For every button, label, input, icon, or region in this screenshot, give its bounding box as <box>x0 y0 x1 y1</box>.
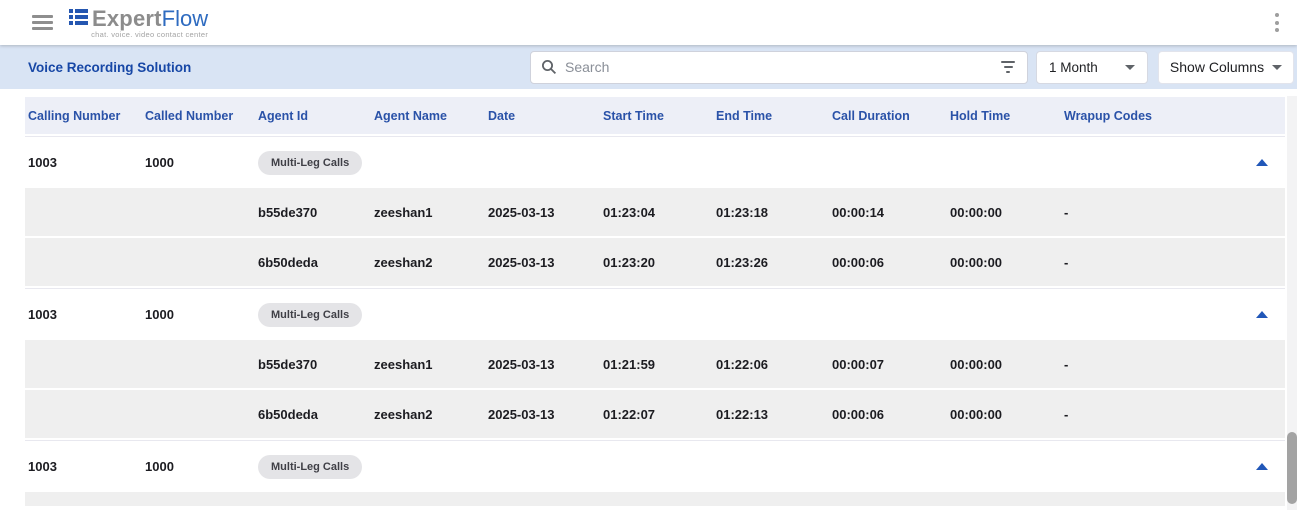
search-icon <box>541 59 557 75</box>
calling-number: 1003 <box>28 155 57 170</box>
column-header-calling-number: Calling Number <box>28 108 121 123</box>
multi-leg-calls-badge: Multi-Leg Calls <box>258 150 363 175</box>
column-header-end-time: End Time <box>716 108 773 123</box>
agent-id: 6b50deda <box>258 254 318 270</box>
multi-leg-calls-badge: Multi-Leg Calls <box>258 454 363 479</box>
app-bar: Expert Flow chat. voice. video contact ce… <box>0 0 1297 45</box>
call-group-row[interactable]: 1003 1000 Multi-Leg Calls <box>25 440 1285 492</box>
column-header-agent-name: Agent Name <box>374 108 447 123</box>
agent-name: zeeshan1 <box>374 356 433 372</box>
agent-name: zeeshan2 <box>374 254 433 270</box>
expertflow-logo: Expert Flow chat. voice. video contact ce… <box>69 6 208 39</box>
logo-text-expert: Expert <box>92 6 162 31</box>
agent-name: zeeshan2 <box>374 406 433 422</box>
agent-id: b55de370 <box>258 356 318 372</box>
search-box[interactable] <box>530 50 1028 84</box>
column-header-call-duration: Call Duration <box>832 108 910 123</box>
calling-number: 1003 <box>28 459 57 474</box>
logo-tagline: chat. voice. video contact center <box>91 30 209 39</box>
date: 2025-03-13 <box>488 356 555 372</box>
column-header-hold-time: Hold Time <box>950 108 1011 123</box>
called-number: 1000 <box>145 307 174 322</box>
hamburger-menu-icon[interactable] <box>32 12 53 34</box>
logo-grid-icon <box>69 9 88 31</box>
date: 2025-03-13 <box>488 406 555 422</box>
show-columns-label: Show Columns <box>1169 59 1265 75</box>
agent-id: 6b50deda <box>258 406 318 422</box>
agent-id: b55de370 <box>258 204 318 220</box>
call-duration: 00:00:06 <box>832 406 885 422</box>
date: 2025-03-13 <box>488 254 555 270</box>
call-duration: 00:00:06 <box>832 254 885 270</box>
call-group-row[interactable]: 1003 1000 Multi-Leg Calls <box>25 288 1285 340</box>
call-leg-row-partial[interactable] <box>25 492 1285 506</box>
multi-leg-calls-badge: Multi-Leg Calls <box>258 302 363 327</box>
scrollbar-thumb[interactable] <box>1287 432 1297 504</box>
hold-time: 00:00:00 <box>950 254 1003 270</box>
recordings-table: Calling Number Called Number Agent Id Ag… <box>25 97 1285 506</box>
show-columns-button[interactable]: Show Columns <box>1158 50 1294 84</box>
collapse-arrow-icon[interactable] <box>1256 463 1268 470</box>
agent-name: zeeshan1 <box>374 204 433 220</box>
wrapup-codes: - <box>1064 356 1069 372</box>
toolbar: Voice Recording Solution 1 Month Show Co… <box>0 45 1297 89</box>
call-duration: 00:00:07 <box>832 356 885 372</box>
call-leg-row[interactable]: 6b50deda zeeshan2 2025-03-13 01:23:20 01… <box>25 238 1285 288</box>
start-time: 01:22:07 <box>603 406 656 422</box>
called-number: 1000 <box>145 459 174 474</box>
start-time: 01:23:20 <box>603 254 656 270</box>
start-time: 01:23:04 <box>603 204 656 220</box>
start-time: 01:21:59 <box>603 356 656 372</box>
called-number: 1000 <box>145 155 174 170</box>
logo-text-flow: Flow <box>161 6 209 31</box>
call-leg-row[interactable]: 6b50deda zeeshan2 2025-03-13 01:22:07 01… <box>25 390 1285 440</box>
collapse-arrow-icon[interactable] <box>1256 311 1268 318</box>
collapse-arrow-icon[interactable] <box>1256 159 1268 166</box>
date: 2025-03-13 <box>488 204 555 220</box>
wrapup-codes: - <box>1064 254 1069 270</box>
hold-time: 00:00:00 <box>950 406 1003 422</box>
call-leg-row[interactable]: b55de370 zeeshan1 2025-03-13 01:21:59 01… <box>25 340 1285 390</box>
vertical-scrollbar[interactable] <box>1287 96 1297 510</box>
filter-icon[interactable] <box>999 55 1017 79</box>
page-title: Voice Recording Solution <box>28 59 192 75</box>
column-header-date: Date <box>488 108 516 123</box>
chevron-down-icon <box>1125 64 1135 70</box>
hold-time: 00:00:00 <box>950 356 1003 372</box>
call-duration: 00:00:14 <box>832 204 885 220</box>
end-time: 01:22:06 <box>716 356 769 372</box>
wrapup-codes: - <box>1064 406 1069 422</box>
end-time: 01:23:26 <box>716 254 769 270</box>
column-header-wrapup-codes: Wrapup Codes <box>1064 108 1152 123</box>
end-time: 01:23:18 <box>716 204 769 220</box>
wrapup-codes: - <box>1064 204 1069 220</box>
chevron-down-icon <box>1272 64 1283 70</box>
date-range-value: 1 Month <box>1049 59 1098 75</box>
call-group-row[interactable]: 1003 1000 Multi-Leg Calls <box>25 136 1285 188</box>
column-header-agent-id: Agent Id <box>258 108 308 123</box>
date-range-select[interactable]: 1 Month <box>1036 50 1148 84</box>
search-input[interactable] <box>565 59 991 75</box>
end-time: 01:22:13 <box>716 406 769 422</box>
column-header-start-time: Start Time <box>603 108 664 123</box>
calling-number: 1003 <box>28 307 57 322</box>
overflow-menu-icon[interactable] <box>1271 8 1283 38</box>
hold-time: 00:00:00 <box>950 204 1003 220</box>
table-header-row: Calling Number Called Number Agent Id Ag… <box>25 97 1285 134</box>
call-leg-row[interactable]: b55de370 zeeshan1 2025-03-13 01:23:04 01… <box>25 188 1285 238</box>
column-header-called-number: Called Number <box>145 108 234 123</box>
